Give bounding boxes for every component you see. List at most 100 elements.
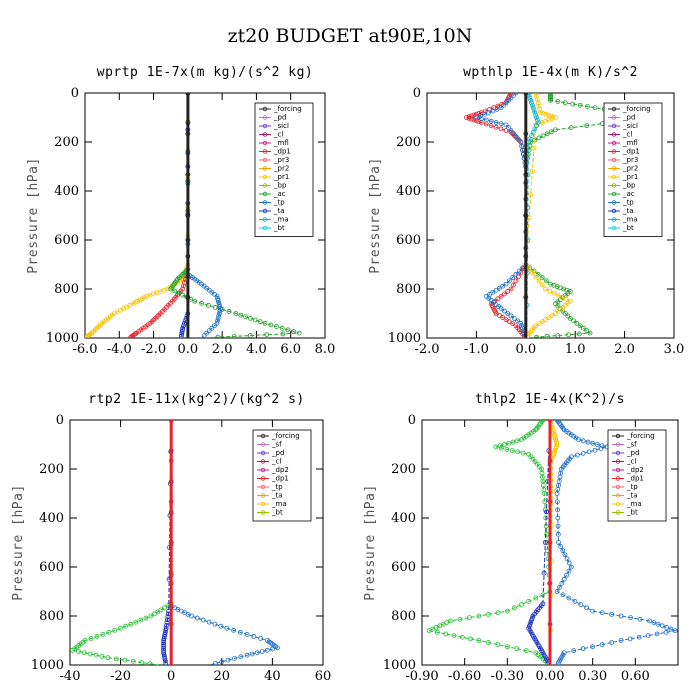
x-tick-label: -2.0 [141,342,166,357]
x-tick-label: 3.0 [664,342,685,357]
series-point [546,315,552,320]
series-point [238,654,244,660]
series-point [529,270,535,276]
x-tick-label: 40 [264,669,281,684]
legend-marker [262,225,268,231]
series-point [216,313,222,319]
series-point [561,576,567,582]
series-point [488,123,494,129]
series-point [555,292,561,298]
legend-entry: _bt [271,509,283,517]
y-tick-label: 0 [413,86,421,101]
series-point [551,452,556,458]
series-point [498,126,504,132]
x-tick-label: -1.0 [464,342,489,357]
series-point [473,115,479,120]
series-point [485,640,491,645]
series-point [85,334,89,338]
series-point [217,308,223,314]
series-point [251,634,257,639]
series-point [81,650,87,656]
legend-marker [611,157,617,163]
series-point [501,291,507,297]
series-point [528,619,534,625]
legend-marker [611,208,617,214]
series-point [464,115,469,120]
series-point [469,116,474,122]
series-point [529,168,535,174]
series-point [576,331,582,337]
series-point [158,607,164,613]
y-tick-label: 1000 [31,658,64,673]
series-point [508,128,514,133]
series-group [426,420,678,665]
x-tick-label: 2.0 [212,342,233,357]
series-point [519,602,524,607]
x-tick-label: 0.0 [515,342,536,357]
series-point [483,117,489,123]
series-point [112,627,118,633]
series-point [554,444,559,449]
series-point [426,628,432,634]
series-point [527,621,533,627]
x-tick-label: 6.0 [280,342,301,357]
series-point [218,306,223,312]
series-point [543,515,549,521]
series-point [668,626,674,632]
series-point [493,444,499,450]
legend-entry: _dp1 [626,475,644,483]
series-point [562,100,568,106]
series-point [547,580,553,586]
series-point [645,633,651,638]
series-point [566,568,572,574]
legend-marker [611,106,617,112]
series-point [466,114,472,120]
series-point [531,107,537,113]
series-point [162,605,167,611]
series-point [504,644,510,650]
series-point [216,311,222,316]
y-tick-label: 600 [391,560,416,575]
legend-entry: _pr3 [622,156,638,164]
legend-marker [611,225,617,231]
series-point [473,118,479,124]
y-tick-label: 200 [396,135,421,150]
x-tick-label: 8.0 [315,342,336,357]
legend-entry: _sicl [273,122,289,130]
series-point [529,615,535,621]
series-point [185,294,191,300]
series-point [566,595,572,601]
series-point [70,647,75,653]
series-point [280,331,286,337]
series-point [503,317,509,323]
series-point [168,458,174,464]
series-point [155,609,161,615]
series-point [185,93,191,96]
series-point [168,580,174,586]
legend-entry: _sf [271,441,282,449]
series-point [506,278,512,284]
series-point [556,540,561,545]
series-point [189,613,194,619]
series-point [508,313,514,319]
legend-entry: _pd [622,114,635,122]
y-tick-label: 800 [396,282,421,297]
series-point [163,660,169,665]
series-point [519,323,525,329]
series-point [215,318,220,324]
series-point [435,629,440,635]
legend-entry: _bt [626,509,638,517]
series-point [637,616,643,622]
series-point [555,333,561,338]
series-line-dp1 [464,93,527,338]
series-point [515,274,521,280]
panel-title: wpthlp 1E-4x(m K)/s^2 [463,65,638,80]
legend-entry: _tp [271,483,283,491]
y-tick-label: 200 [39,462,64,477]
legend-marker [615,450,621,456]
series-point [544,333,550,338]
x-tick-label: -2.0 [414,342,439,357]
series-point [99,654,105,659]
x-tick-label: -4.0 [107,342,132,357]
series-point [545,112,551,118]
